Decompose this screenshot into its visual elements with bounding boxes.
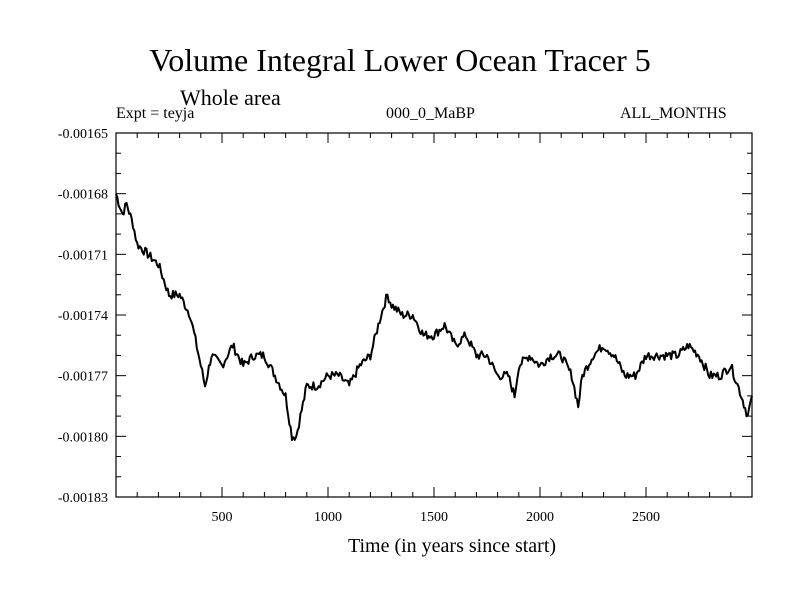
y-tick-label: -0.00168 <box>58 188 108 203</box>
y-tick-label: -0.00177 <box>58 370 108 385</box>
y-tick-label: -0.00180 <box>58 430 108 445</box>
x-tick-label: 2500 <box>632 510 660 525</box>
y-tick-label: -0.00171 <box>58 248 108 263</box>
x-tick-label: 2000 <box>526 510 554 525</box>
chart-subtitle: Whole area <box>180 85 281 110</box>
x-tick-label: 500 <box>212 510 233 525</box>
months-label: ALL_MONTHS <box>620 105 727 122</box>
y-tick-label: -0.00165 <box>58 127 108 142</box>
axis-ticks <box>115 132 753 498</box>
series-line <box>115 193 753 442</box>
tick-labels: 500 1000 1500 2000 2500 -0.00165 -0.00168 -0.00… <box>58 127 660 525</box>
y-tick-label: -0.00174 <box>58 309 108 324</box>
x-tick-label: 1500 <box>420 510 448 525</box>
x-tick-label: 1000 <box>314 510 342 525</box>
plot-frame <box>115 132 753 498</box>
period-label: 000_0_MaBP <box>386 105 475 122</box>
y-tick-label: -0.00183 <box>58 491 108 506</box>
x-axis-title: Time (in years since start) <box>348 535 556 557</box>
experiment-label: Expt = teyja <box>116 105 195 122</box>
chart-title: Volume Integral Lower Ocean Tracer 5 <box>149 42 651 78</box>
